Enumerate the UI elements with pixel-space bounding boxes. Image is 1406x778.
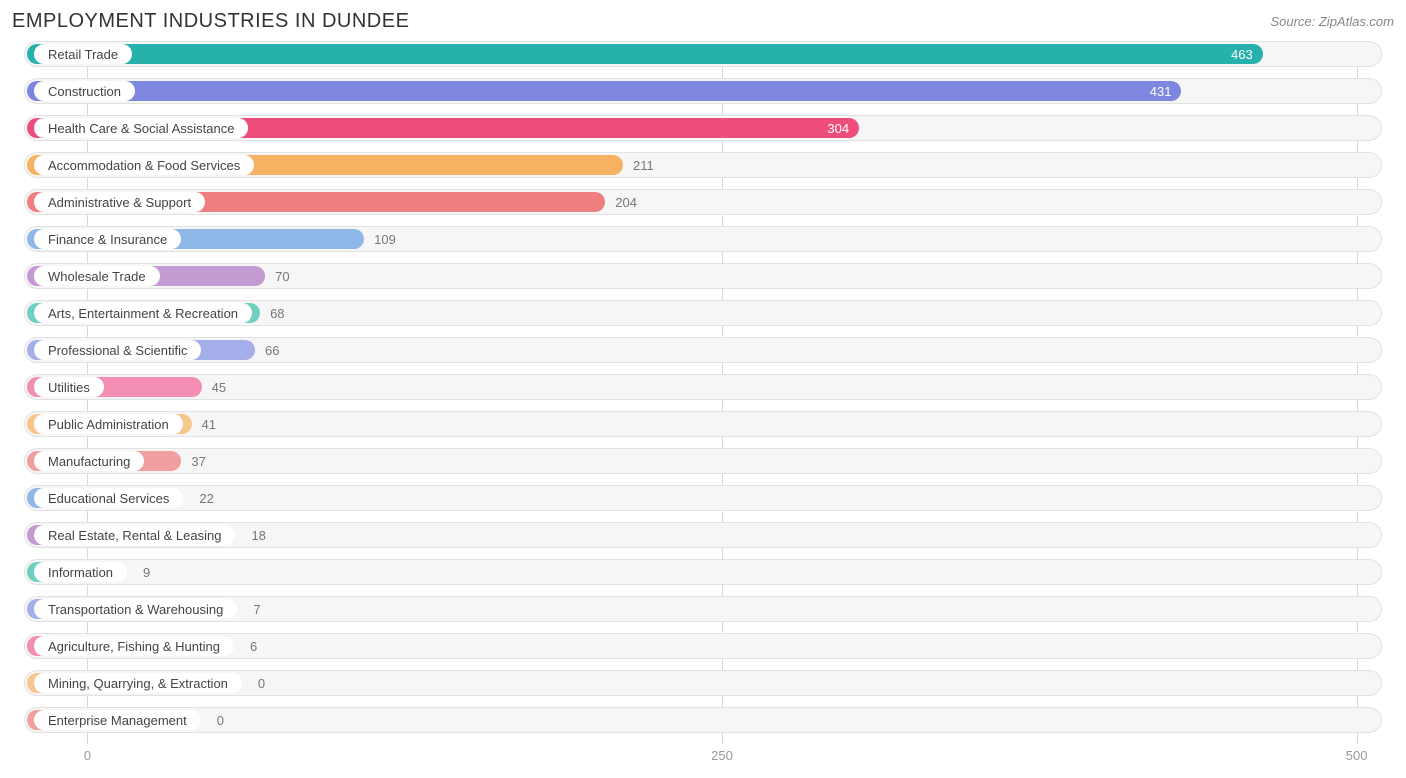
- chart-title: EMPLOYMENT INDUSTRIES IN DUNDEE: [12, 10, 409, 33]
- bar-value: 22: [189, 485, 223, 511]
- bar-row: Accommodation & Food Services 211: [24, 152, 1382, 178]
- plot-area: Retail Trade 463 Construction 431 Health Car…: [24, 41, 1382, 768]
- bars-container: Retail Trade 463 Construction 431 Health Car…: [24, 41, 1382, 733]
- bar-label: Accommodation & Food Services: [34, 155, 254, 175]
- bar-row: Manufacturing 37: [24, 448, 1382, 474]
- bar-label: Enterprise Management: [34, 710, 201, 730]
- bar-fill: [27, 81, 1181, 101]
- bar-track: [24, 485, 1382, 511]
- bar-row: Finance & Insurance 109: [24, 226, 1382, 252]
- bar-row: Construction 431: [24, 78, 1382, 104]
- bar-row: Retail Trade 463: [24, 41, 1382, 67]
- bar-label: Utilities: [34, 377, 104, 397]
- bar-row: Transportation & Warehousing 7: [24, 596, 1382, 622]
- bar-value: 211: [623, 152, 664, 178]
- bar-label: Transportation & Warehousing: [34, 599, 237, 619]
- bar-label: Public Administration: [34, 414, 183, 434]
- bar-row: Educational Services 22: [24, 485, 1382, 511]
- bar-label: Real Estate, Rental & Leasing: [34, 525, 235, 545]
- bar-label: Mining, Quarrying, & Extraction: [34, 673, 242, 693]
- bar-value: 45: [202, 374, 236, 400]
- source-prefix: Source:: [1270, 14, 1318, 29]
- source-name: ZipAtlas.com: [1319, 14, 1394, 29]
- bar-row: Enterprise Management 0: [24, 707, 1382, 733]
- bar-track: [24, 448, 1382, 474]
- bar-label: Wholesale Trade: [34, 266, 160, 286]
- bar-label: Educational Services: [34, 488, 183, 508]
- bar-value: 204: [605, 189, 647, 215]
- bar-label: Construction: [34, 81, 135, 101]
- bar-label: Health Care & Social Assistance: [34, 118, 248, 138]
- bar-label: Arts, Entertainment & Recreation: [34, 303, 252, 323]
- bar-value: 18: [241, 522, 275, 548]
- x-tick-label: 0: [84, 748, 91, 763]
- bar-row: Health Care & Social Assistance 304: [24, 115, 1382, 141]
- bar-value: 70: [265, 263, 299, 289]
- bar-fill: [27, 44, 1263, 64]
- bar-value: 109: [364, 226, 406, 252]
- bar-row: Arts, Entertainment & Recreation 68: [24, 300, 1382, 326]
- bar-track: [24, 411, 1382, 437]
- bar-row: Public Administration 41: [24, 411, 1382, 437]
- chart: Retail Trade 463 Construction 431 Health Car…: [12, 41, 1394, 768]
- bar-label: Retail Trade: [34, 44, 132, 64]
- bar-value: 41: [192, 411, 226, 437]
- x-axis: 0 250 500: [24, 744, 1382, 768]
- bar-row: Agriculture, Fishing & Hunting 6: [24, 633, 1382, 659]
- bar-row: Mining, Quarrying, & Extraction 0: [24, 670, 1382, 696]
- bar-row: Wholesale Trade 70: [24, 263, 1382, 289]
- bar-value: 0: [207, 707, 234, 733]
- bar-label: Administrative & Support: [34, 192, 205, 212]
- x-tick-label: 500: [1346, 748, 1368, 763]
- header: EMPLOYMENT INDUSTRIES IN DUNDEE Source: …: [12, 10, 1394, 33]
- bar-label: Finance & Insurance: [34, 229, 181, 249]
- bar-label: Agriculture, Fishing & Hunting: [34, 636, 234, 656]
- bar-value: 37: [181, 448, 215, 474]
- source-attribution: Source: ZipAtlas.com: [1270, 14, 1394, 29]
- bar-label: Professional & Scientific: [34, 340, 201, 360]
- bar-value: 463: [1221, 41, 1263, 67]
- bar-value: 431: [1140, 78, 1182, 104]
- bar-row: Administrative & Support 204: [24, 189, 1382, 215]
- bar-value: 304: [817, 115, 859, 141]
- bar-value: 66: [255, 337, 289, 363]
- bar-row: Real Estate, Rental & Leasing 18: [24, 522, 1382, 548]
- bar-label: Information: [34, 562, 127, 582]
- bar-value: 7: [243, 596, 270, 622]
- bar-row: Professional & Scientific 66: [24, 337, 1382, 363]
- bar-value: 68: [260, 300, 294, 326]
- bar-value: 6: [240, 633, 267, 659]
- x-tick-label: 250: [711, 748, 733, 763]
- bar-row: Utilities 45: [24, 374, 1382, 400]
- bar-label: Manufacturing: [34, 451, 144, 471]
- bar-value: 0: [248, 670, 275, 696]
- bar-row: Information 9: [24, 559, 1382, 585]
- bar-track: [24, 559, 1382, 585]
- bar-value: 9: [133, 559, 160, 585]
